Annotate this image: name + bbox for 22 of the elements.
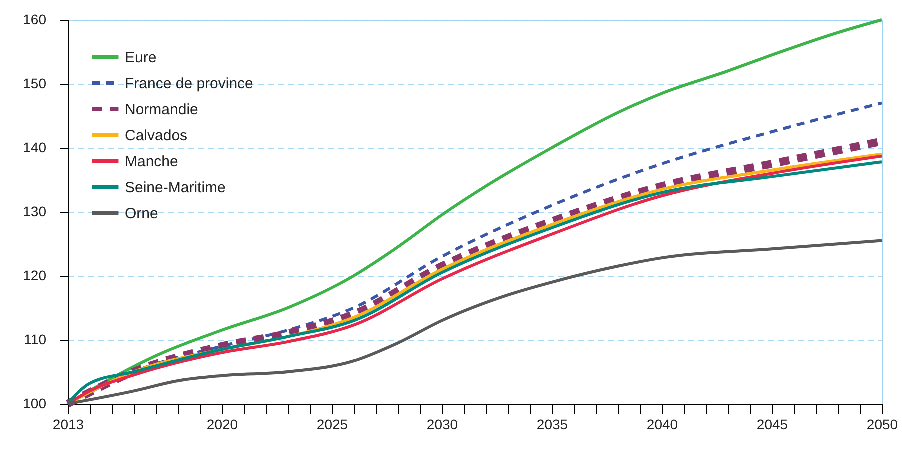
x-tick-label: 2035 [536,416,568,432]
y-tick-label: 110 [24,332,47,348]
y-tick-label: 140 [23,140,47,156]
x-tick-label: 2030 [426,416,458,432]
x-tick-label: 2020 [206,416,238,432]
y-tick-label: 100 [23,396,47,412]
legend-label: Manche [125,154,178,170]
y-tick-label: 130 [23,204,47,220]
legend-label: Orne [125,206,158,222]
legend-label: Seine-Maritime [125,180,226,196]
legend-label: Eure [125,50,157,66]
x-tick-label: 2045 [756,416,788,432]
y-tick-label: 120 [23,268,47,284]
legend-label: Calvados [125,128,188,144]
x-tick-label: 2025 [316,416,348,432]
x-tick-label: 2050 [866,416,898,432]
y-tick-label: 150 [23,76,47,92]
legend-label: France de province [125,76,254,92]
x-tick-label: 2040 [646,416,678,432]
legend-label: Normandie [125,102,198,118]
x-tick-label: 2013 [52,416,84,432]
y-tick-label: 160 [23,12,47,28]
